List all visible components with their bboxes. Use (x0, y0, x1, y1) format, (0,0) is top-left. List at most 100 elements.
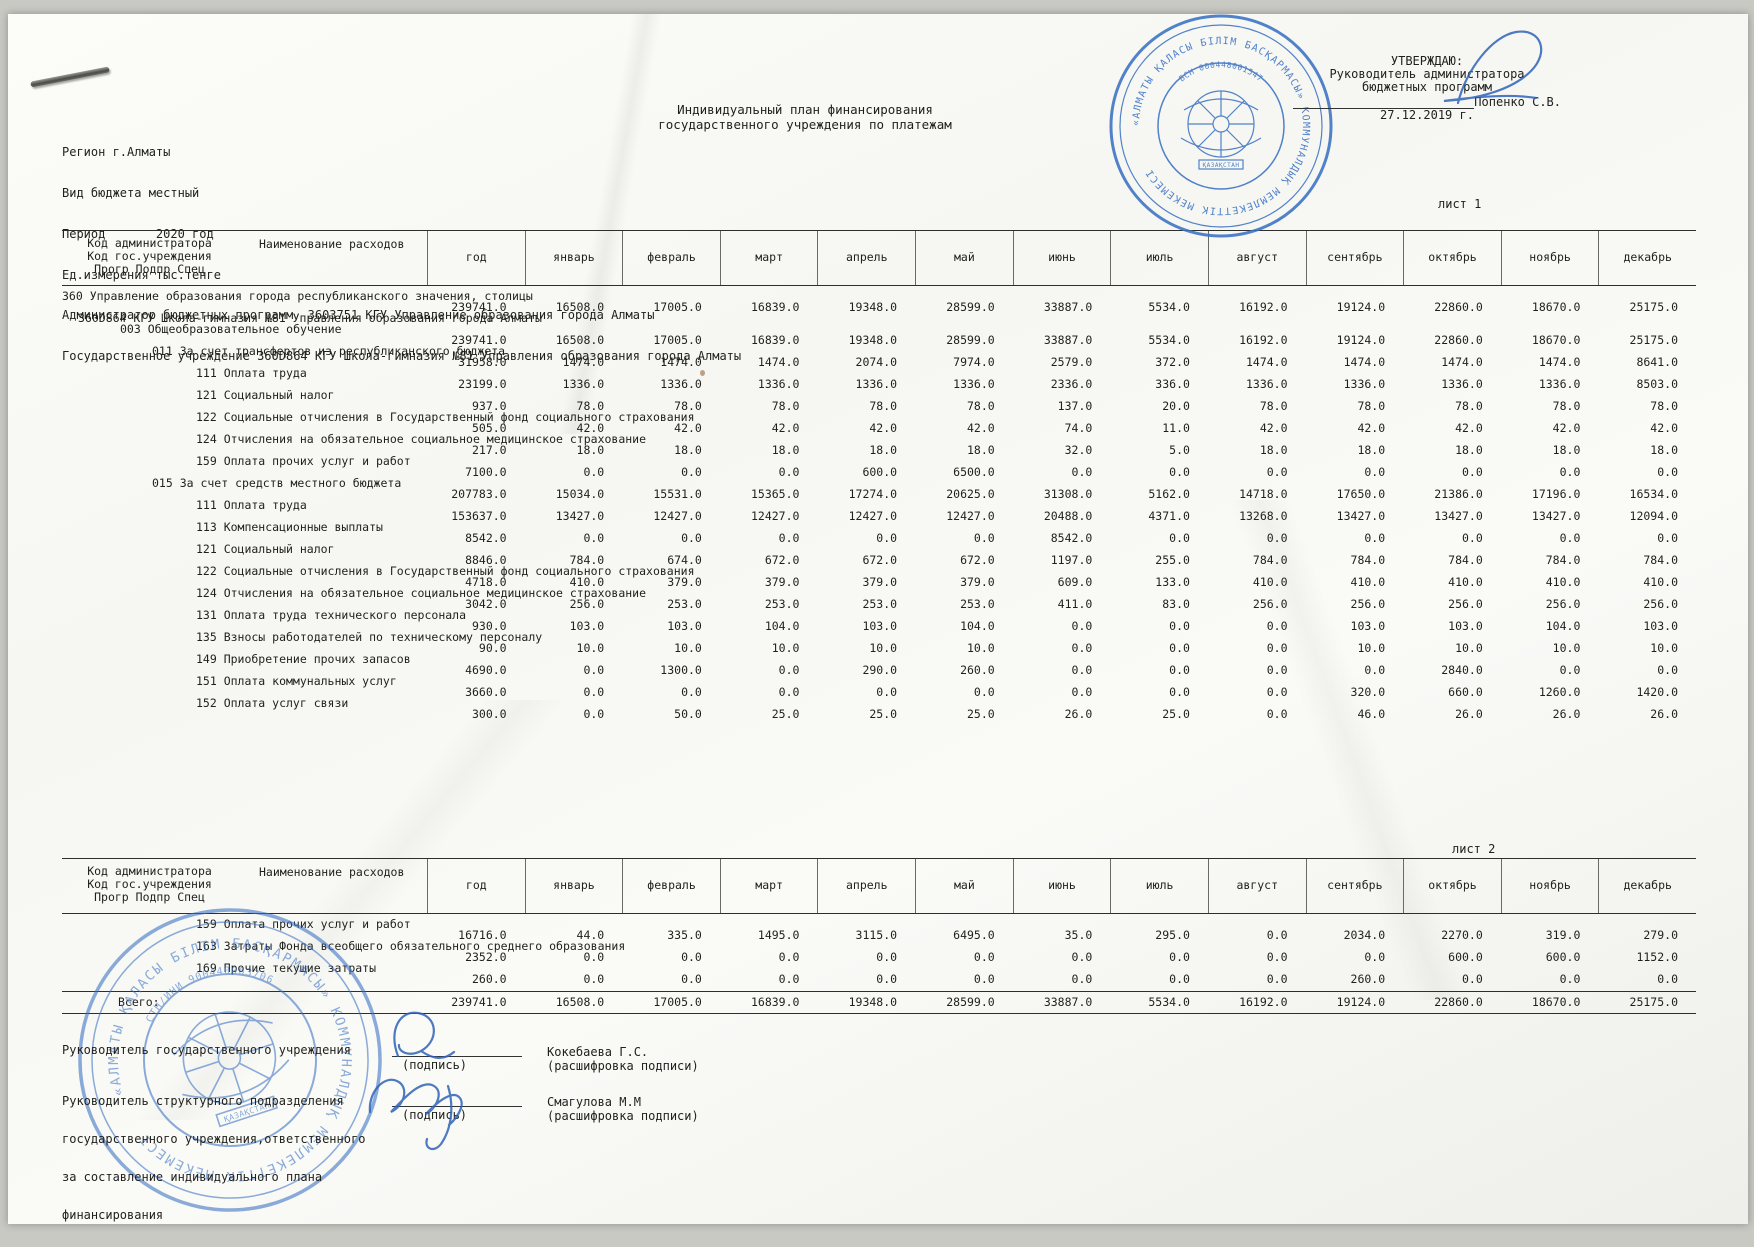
cell-value: 290.0 (862, 663, 898, 677)
cell-value: 0.0 (778, 531, 800, 545)
cell-value: 103.0 (569, 619, 605, 633)
cell-value: 7100.0 (465, 465, 507, 479)
cell-value: 18.0 (1357, 443, 1386, 457)
cell-value: 0.0 (1364, 663, 1386, 677)
cell-value: 0.0 (1266, 641, 1288, 655)
cell-value: 4718.0 (465, 575, 507, 589)
cell-value: 0.0 (1559, 531, 1581, 545)
cell-value: 1197.0 (1050, 553, 1093, 567)
cell-value: 410.0 (1448, 575, 1483, 589)
cell-value: 90.0 (478, 641, 507, 655)
cell-value: 2352.0 (465, 950, 507, 964)
cell-value: 784.0 (1545, 553, 1581, 567)
month-header-cell: февраль (622, 231, 720, 285)
cell-value: 19348.0 (848, 333, 898, 347)
approval-signature-line: Попенко С.В. (1293, 95, 1561, 109)
month-header-cell: сентябрь (1305, 231, 1404, 285)
expense-row-values: 4690.0 0.0 1300.0 0.0 290.0 260.0 0.0 0.0 0.0 0.0… (427, 663, 1696, 677)
cell-value: 12427.0 (750, 509, 800, 523)
sig2-role: Руководитель структурного подразделения … (62, 1070, 365, 1246)
cell-value: 0.0 (583, 531, 605, 545)
cell-value: 0.0 (681, 465, 702, 479)
cell-value: 22860.0 (1434, 333, 1483, 347)
cell-value: 42.0 (674, 421, 702, 435)
cell-value: 0.0 (1266, 928, 1288, 942)
total-cell-value: 16508.0 (555, 995, 605, 1009)
cell-value: 10.0 (1357, 641, 1386, 655)
cell-value: 2074.0 (855, 355, 898, 369)
expense-row-values: 930.0 103.0 103.0 104.0 103.0 104.0 0.0 0.0 0.0 1… (427, 619, 1696, 633)
cell-value: 0.0 (681, 972, 702, 986)
cell-value: 5534.0 (1148, 300, 1190, 314)
expense-row-label: 015 За счет средств местного бюджета (152, 476, 402, 490)
cell-value: 16534.0 (1629, 487, 1678, 501)
cell-value: 12427.0 (653, 509, 702, 523)
cell-value: 0.0 (1266, 972, 1288, 986)
cell-value: 103.0 (862, 619, 898, 633)
cell-value: 1336.0 (660, 377, 702, 391)
cell-value: 260.0 (471, 972, 507, 986)
cell-value: 0.0 (681, 531, 702, 545)
expense-row-label: 360 Управление образования города респуб… (62, 289, 533, 303)
cell-value: 0.0 (583, 465, 605, 479)
title-line-1: Индивидуальный план финансирования (677, 102, 933, 117)
month-header-cell: октябрь (1403, 231, 1501, 285)
cell-value: 78.0 (674, 399, 702, 413)
month-header-cell: апрель (817, 231, 915, 285)
cell-value: 16192.0 (1239, 333, 1288, 347)
expense-row-label: 111 Оплата труда (196, 366, 307, 380)
cell-value: 25175.0 (1629, 333, 1678, 347)
cell-value: 42.0 (576, 421, 605, 435)
cell-value: 46.0 (1357, 707, 1386, 721)
cell-value: 0.0 (778, 663, 800, 677)
expense-row-values: 217.0 18.0 18.0 18.0 18.0 18.0 32.0 5.0 18.0 18.0… (427, 443, 1696, 457)
cell-value: 2840.0 (1441, 663, 1483, 677)
header-codes: Код администратора Код гос.учреждения Пр… (62, 859, 237, 913)
cell-value: 1336.0 (1441, 377, 1483, 391)
sig2-underline (392, 1090, 522, 1107)
header-col1: Код администратора Код гос.учреждения Пр… (62, 231, 427, 285)
cell-value: 0.0 (876, 685, 898, 699)
cell-value: 16716.0 (458, 928, 507, 942)
cell-value: 505.0 (471, 421, 507, 435)
month-header-cell: июль (1110, 231, 1208, 285)
expense-row-label: 011 За счет трансфертов из республиканск… (152, 344, 506, 358)
cell-value: 672.0 (862, 553, 898, 567)
cell-value: 0.0 (1169, 641, 1190, 655)
cell-value: 15365.0 (750, 487, 800, 501)
cell-value: 335.0 (667, 928, 702, 942)
cell-value: 0.0 (583, 950, 605, 964)
sheet2-rows: 159 Оплата прочих услуг и работ 16716.0 44… (62, 914, 1696, 985)
cell-value: 0.0 (1364, 465, 1386, 479)
expense-row-label: 121 Социальный налог (196, 388, 335, 402)
cell-value: 16839.0 (750, 300, 800, 314)
cell-value: 0.0 (1169, 685, 1190, 699)
cell-value: 0.0 (778, 465, 800, 479)
sig2-name: Смагулова М.М (547, 1095, 641, 1109)
header-codes: Код администратора Код гос.учреждения Пр… (62, 231, 237, 285)
cell-value: 253.0 (764, 597, 800, 611)
expense-row-label: 159 Оплата прочих услуг и работ (196, 454, 411, 468)
cell-value: 14718.0 (1239, 487, 1288, 501)
month-header-cell: сентябрь (1305, 859, 1404, 913)
cell-value: 0.0 (1364, 531, 1386, 545)
cell-value: 1152.0 (1636, 950, 1678, 964)
cell-value: 256.0 (1545, 597, 1581, 611)
cell-value: 104.0 (960, 619, 995, 633)
cell-value: 930.0 (471, 619, 507, 633)
cell-value: 22860.0 (1434, 300, 1483, 314)
cell-value: 78.0 (1552, 399, 1581, 413)
cell-value: 295.0 (1155, 928, 1190, 942)
expense-row-values: 3042.0 256.0 253.0 253.0 253.0 253.0 411.0 83.0… (427, 597, 1696, 611)
cell-value: 784.0 (1448, 553, 1483, 567)
sig2-name-caption: (расшифровка подписи) (547, 1109, 699, 1123)
cell-value: 256.0 (569, 597, 605, 611)
cell-value: 2336.0 (1050, 377, 1093, 391)
expense-row-values: 207783.0 15034.0 15531.0 15365.0 17274.0 2062… (427, 487, 1696, 501)
expense-row-values: 7100.0 0.0 0.0 0.0 600.0 6500.0 0.0 0.0 0.0 0.0 0.… (427, 465, 1696, 479)
expense-row-values: 153637.0 13427.0 12427.0 12427.0 12427.0 1242… (427, 509, 1696, 523)
cell-value: 18.0 (674, 443, 702, 457)
cell-value: 2579.0 (1050, 355, 1093, 369)
cell-value: 410.0 (569, 575, 605, 589)
cell-value: 13427.0 (1531, 509, 1581, 523)
